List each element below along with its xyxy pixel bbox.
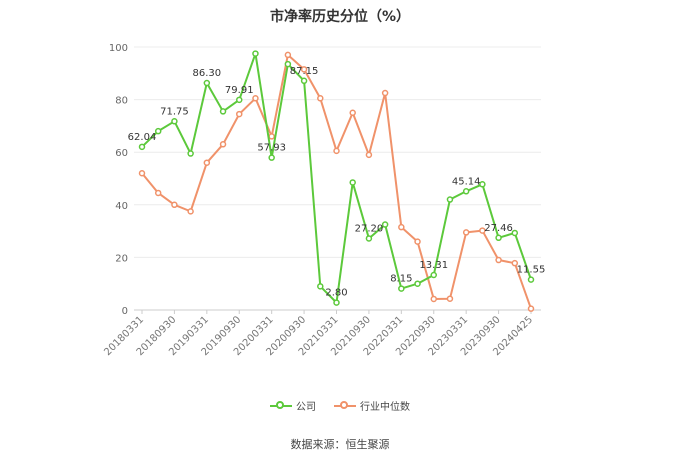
data-point — [252, 95, 259, 102]
data-point — [511, 259, 519, 267]
data-point — [430, 295, 437, 303]
data-point — [171, 118, 178, 125]
data-label: 86.30 — [193, 68, 222, 79]
data-label: 57.93 — [257, 143, 286, 154]
data-point — [138, 169, 146, 177]
data-point — [430, 271, 437, 279]
data-point — [414, 280, 421, 287]
data-point — [446, 295, 454, 302]
data-point — [187, 208, 194, 215]
data-point — [398, 285, 405, 292]
data-point — [446, 196, 454, 203]
data-label: 11.55 — [517, 265, 546, 276]
data-point — [495, 234, 502, 242]
legend-label: 行业中位数 — [360, 402, 410, 413]
data-point — [154, 189, 162, 197]
legend-swatch-icon — [334, 400, 356, 412]
data-point — [398, 223, 405, 231]
data-point — [268, 133, 275, 140]
data-point — [317, 283, 324, 290]
data-label: 2.80 — [325, 288, 347, 299]
data-point — [171, 201, 178, 209]
data-point — [349, 109, 356, 116]
data-point — [284, 51, 292, 59]
chart-legend: 公司 行业中位数 — [0, 398, 680, 413]
data-point — [317, 95, 324, 102]
data-point — [284, 60, 292, 68]
data-point — [365, 151, 373, 159]
data-point — [462, 188, 470, 195]
data-label: 87.15 — [290, 66, 319, 77]
data-label: 62.04 — [128, 132, 157, 143]
data-source-note: 数据来源：恒生聚源 — [290, 438, 390, 451]
data-point — [236, 96, 243, 104]
data-point — [381, 221, 389, 228]
y-tick-label: 0 — [122, 306, 128, 317]
data-point — [349, 179, 356, 186]
data-label: 27.46 — [484, 223, 513, 234]
data-point — [236, 110, 243, 118]
data-point — [268, 154, 275, 161]
data-label: 45.14 — [452, 176, 481, 187]
data-point — [511, 229, 519, 237]
data-point — [300, 66, 308, 73]
legend-item-1[interactable]: 行业中位数 — [334, 398, 410, 413]
y-tick-label: 20 — [115, 253, 128, 264]
data-point — [219, 141, 227, 148]
data-point — [203, 79, 211, 87]
y-tick-label: 80 — [115, 96, 128, 107]
data-point — [479, 181, 486, 188]
legend-label: 公司 — [296, 402, 316, 413]
data-point — [462, 229, 470, 236]
data-label: 71.75 — [160, 106, 189, 117]
y-tick-label: 40 — [115, 201, 128, 212]
data-point — [187, 150, 194, 157]
y-tick-label: 100 — [109, 43, 128, 54]
data-point — [414, 238, 421, 245]
data-point — [333, 299, 340, 306]
chart-title: 市净率历史分位（%） — [269, 9, 411, 25]
data-point — [381, 89, 389, 97]
data-point — [333, 147, 340, 155]
y-tick-label: 60 — [115, 148, 128, 159]
line-chart: 0204060801002018033120180930201903312019… — [102, 43, 546, 358]
data-point — [365, 235, 373, 242]
data-label: 8.15 — [390, 274, 412, 285]
legend-swatch-icon — [270, 400, 292, 412]
data-point — [219, 108, 227, 115]
legend-item-0[interactable]: 公司 — [270, 398, 316, 413]
data-point — [138, 143, 146, 151]
data-point — [495, 256, 502, 264]
data-point — [300, 77, 308, 85]
data-label: 27.20 — [355, 223, 384, 234]
data-point — [527, 276, 535, 283]
data-label: 13.31 — [419, 260, 448, 271]
data-point — [527, 305, 535, 312]
data-point — [203, 159, 211, 166]
data-point — [479, 227, 486, 234]
data-point — [154, 127, 162, 135]
data-label: 79.91 — [225, 85, 254, 96]
data-point — [252, 50, 259, 57]
